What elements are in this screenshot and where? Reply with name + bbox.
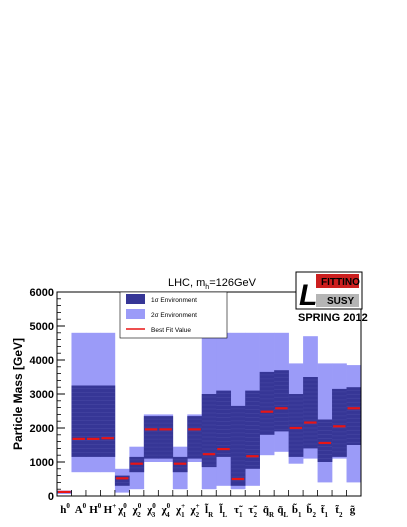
x-tick-label: τ̃1 bbox=[234, 504, 243, 519]
x-tick-label: χ0 1 bbox=[117, 502, 127, 519]
band-layer bbox=[57, 332, 362, 494]
y-tick-label: 0 bbox=[48, 491, 54, 503]
logo-caption: SPRING 2012 bbox=[298, 312, 368, 324]
one-sigma-band bbox=[100, 385, 116, 457]
legend-label-bestfit: Best Fit Value bbox=[151, 327, 191, 334]
x-tick-label: H+ bbox=[104, 502, 117, 516]
x-tick-label: q̃L bbox=[277, 504, 288, 519]
one-sigma-band bbox=[303, 377, 318, 449]
one-sigma-band bbox=[85, 385, 101, 457]
legend-label-2sigma: 2σ Environment bbox=[151, 312, 197, 319]
x-tick-label: g̃ bbox=[350, 504, 356, 516]
x-tick-label: b̃2 bbox=[306, 503, 316, 519]
logo-bottom-text: SUSY bbox=[327, 296, 355, 307]
y-tick-label: 4000 bbox=[30, 355, 54, 367]
one-sigma-band bbox=[158, 416, 174, 459]
x-tick-label: t̃1 bbox=[321, 504, 329, 519]
chart-title-value: =126GeV bbox=[209, 277, 256, 289]
x-tick-label: H0 bbox=[89, 502, 102, 516]
logo-grey-bar bbox=[316, 294, 359, 307]
y-tick-label: 6000 bbox=[30, 287, 54, 299]
one-sigma-band bbox=[346, 387, 362, 445]
one-sigma-band bbox=[259, 371, 275, 435]
y-axis-label: Particle Mass [GeV] bbox=[11, 338, 25, 450]
chart-title: LHC, mh=126GeV bbox=[168, 277, 257, 291]
x-tick-label: h0 bbox=[60, 502, 70, 516]
x-tick-label: t̃2 bbox=[335, 504, 343, 519]
one-sigma-band bbox=[274, 370, 289, 432]
legend-swatch-2sigma bbox=[126, 309, 145, 319]
one-sigma-band bbox=[288, 394, 304, 457]
chart-title-sub: h bbox=[205, 284, 209, 291]
fittino-logo: L FITTINO SUSY SPRING 2012 bbox=[295, 271, 368, 324]
one-sigma-band bbox=[332, 388, 347, 457]
logo-red-bar bbox=[316, 274, 359, 288]
x-tick-label: τ̃2 bbox=[248, 504, 257, 519]
one-sigma-band bbox=[114, 475, 130, 486]
x-tick-label: l̃L bbox=[219, 503, 227, 519]
one-sigma-band bbox=[216, 390, 232, 457]
one-sigma-band bbox=[187, 416, 203, 459]
y-tick-label: 2000 bbox=[30, 423, 54, 435]
logo-top-text: FITTINO bbox=[321, 277, 360, 288]
legend: 1σ Environment 2σ Environment Best Fit Val… bbox=[119, 291, 228, 339]
svg-text:LHC, mh=126GeV: LHC, mh=126GeV bbox=[168, 277, 257, 291]
y-tick-label: 5000 bbox=[30, 321, 54, 333]
one-sigma-band bbox=[317, 419, 333, 462]
x-tick-label: l̃R bbox=[205, 503, 214, 519]
chart-title-main: LHC, m bbox=[168, 277, 205, 289]
legend-swatch-1sigma bbox=[126, 294, 145, 304]
y-axis: 0 1000 2000 3000 4000 5000 6000 bbox=[30, 287, 65, 503]
x-axis: h0 A0 H0 H+ χ0 1 χ0 2 χ0 3 χ0 4 χ+ 1 χ+ 2 l̃R l̃L τ̃1 τ̃2 q̃… bbox=[60, 490, 356, 519]
one-sigma-band bbox=[230, 405, 246, 486]
legend-label-1sigma: 1σ Environment bbox=[151, 297, 197, 304]
y-tick-label: 3000 bbox=[30, 389, 54, 401]
x-tick-label: χ0 3 bbox=[146, 502, 156, 519]
x-tick-label: χ+ 1 bbox=[175, 502, 185, 519]
logo-letter: L bbox=[299, 279, 317, 312]
x-tick-label: A0 bbox=[75, 502, 87, 516]
x-tick-label: χ0 2 bbox=[132, 502, 142, 519]
one-sigma-band bbox=[143, 416, 159, 459]
x-tick-label: χ+ 2 bbox=[190, 502, 200, 519]
y-tick-label: 1000 bbox=[30, 457, 54, 469]
one-sigma-band bbox=[71, 385, 87, 457]
x-tick-label: b̃1 bbox=[292, 503, 302, 519]
x-tick-label: χ0 4 bbox=[161, 502, 171, 519]
x-tick-label: q̃R bbox=[263, 504, 275, 519]
